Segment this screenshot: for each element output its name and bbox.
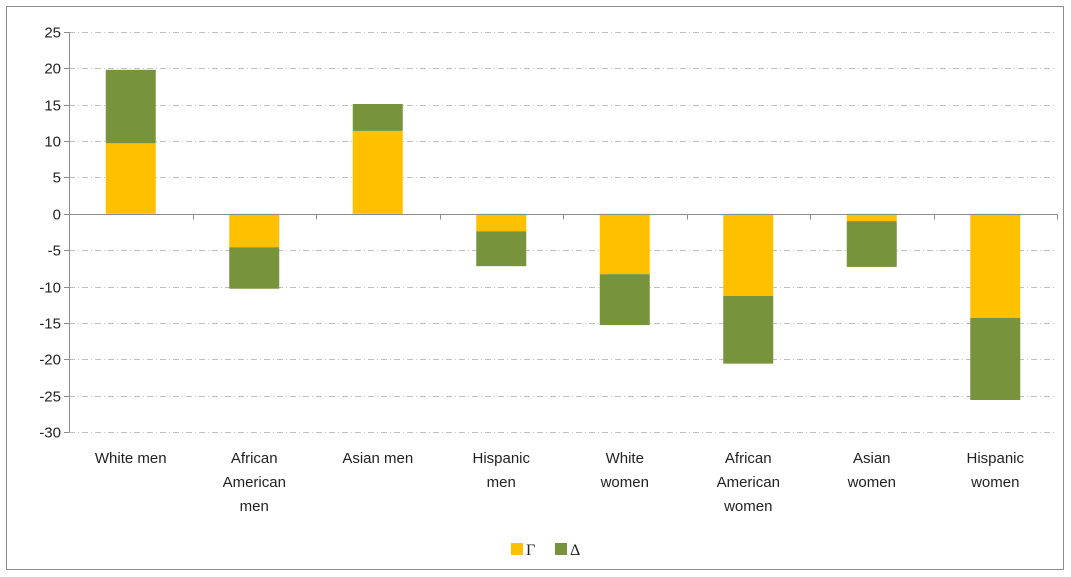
x-category-label: Asian [853, 450, 891, 467]
bars [105, 69, 1021, 400]
bar-segment-delta [970, 317, 1021, 400]
y-tick-label: -30 [39, 425, 61, 442]
y-tick-label: -20 [39, 352, 61, 369]
y-tick-label: 5 [53, 170, 61, 187]
bar-segment-gamma [599, 213, 650, 275]
y-tick-labels: 25 20 15 10 5 0 -5 -10 -15 -20 -25 -30 [39, 25, 61, 442]
bar-segment-gamma [723, 213, 774, 296]
bar-segment-delta [229, 247, 280, 289]
x-category-label: women [723, 498, 772, 515]
y-tick-label: -25 [39, 389, 61, 406]
bar-segment-delta [846, 221, 897, 267]
x-category-label: White men [95, 450, 167, 467]
x-category-label: Hispanic [966, 450, 1024, 467]
axes [69, 32, 1058, 432]
bar-segment-delta [352, 104, 403, 131]
x-category-labels: White men African American men Asian men Hisp… [95, 450, 1025, 515]
x-category-label: African [725, 450, 772, 467]
x-category-label: American [717, 474, 780, 491]
x-category-label: Asian men [342, 450, 413, 467]
y-tick-label: 10 [44, 134, 61, 151]
bar-segment-delta [105, 69, 156, 144]
bar-segment-delta [476, 231, 527, 267]
y-tick-label: 15 [44, 98, 61, 115]
x-category-label: American [223, 474, 286, 491]
y-tick-label: 0 [53, 207, 61, 224]
y-tick-label: -10 [39, 280, 61, 297]
legend-label-delta: Δ [570, 542, 580, 559]
y-tick-label: -15 [39, 316, 61, 333]
y-tick-label: 20 [44, 61, 61, 78]
legend-swatch-delta [555, 543, 567, 555]
legend-swatch-gamma [511, 543, 523, 555]
y-tick-label: 25 [44, 25, 61, 42]
bar-segment-gamma [846, 213, 897, 222]
x-category-label: men [487, 474, 516, 491]
x-category-label: women [600, 474, 649, 491]
bar-segment-delta [599, 274, 650, 326]
bar-segment-gamma [229, 213, 280, 248]
bar-segment-gamma [970, 213, 1021, 318]
legend-label-gamma: Γ [526, 542, 535, 559]
y-tick-label: -5 [48, 243, 61, 260]
x-category-label: African [231, 450, 278, 467]
bar-segment-delta [723, 296, 774, 364]
x-category-label: White [606, 450, 644, 467]
x-category-label: men [240, 498, 269, 515]
x-category-label: women [970, 474, 1019, 491]
x-category-label: women [847, 474, 896, 491]
x-category-label: Hispanic [472, 450, 530, 467]
bar-segment-gamma [352, 130, 403, 214]
bar-segment-gamma [105, 143, 156, 214]
bar-segment-gamma [476, 213, 527, 232]
gridlines [64, 32, 1057, 433]
